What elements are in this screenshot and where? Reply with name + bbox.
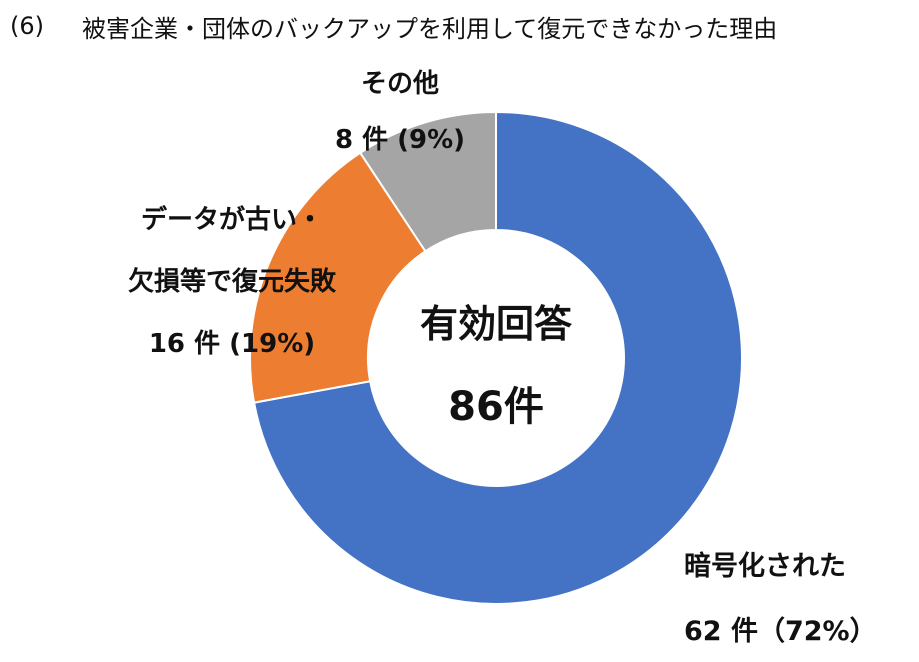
chart-title: 被害企業・団体のバックアップを利用して復元できなかった理由 <box>82 14 778 43</box>
slice-outdated-data <box>249 151 427 404</box>
slice-label-encrypted-line-1: 暗号化された <box>684 551 846 582</box>
center-label-title: 有効回答 <box>420 302 573 346</box>
slice-label-outdated-data-line-3: 16 件 (19%) <box>149 329 315 359</box>
label-group: 暗号化された 62 件（72%） データが古い・欠損等で復元失敗 16 件 (19%)… <box>128 69 877 647</box>
chart-title-row: (6) 被害企業・団体のバックアップを利用して復元できなかった理由 <box>10 8 777 44</box>
slice-label-other-line-2: 8 件 (9%) <box>335 125 465 155</box>
slice-label-outdated-data-line-1: データが古い・ <box>141 204 323 235</box>
slice-label-encrypted-line-2: 62 件（72%） <box>684 616 877 647</box>
section-number: (6) <box>10 12 44 40</box>
slice-label-outdated-data-line-2: 欠損等で復元失敗 <box>128 266 337 297</box>
slice-encrypted <box>252 110 743 605</box>
slice-label-other-line-1: その他 <box>361 69 439 99</box>
center-label-total: 86件 <box>448 384 544 430</box>
slice-group <box>249 110 743 605</box>
slice-other <box>358 110 497 253</box>
